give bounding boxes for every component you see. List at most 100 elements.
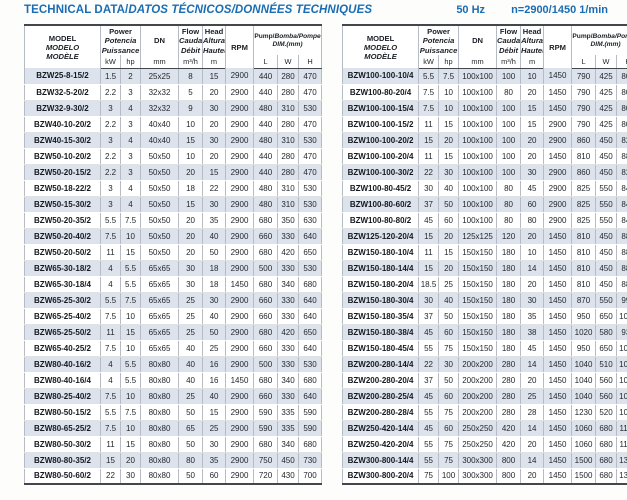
- value-cell: 20: [520, 276, 545, 293]
- table-row: BZW80-25-40/2 7.5 10 80x80 25 40 2900 660 330 640: [24, 388, 323, 405]
- value-cell: 590: [298, 404, 323, 421]
- value-cell: 2900: [225, 452, 255, 469]
- table-row: BZW80-50-15/2 5.5 7.5 80x80 50 15 2900 590 335 59…: [24, 404, 323, 421]
- value-cell: 40x40: [140, 116, 180, 133]
- value-cell: 18: [178, 180, 204, 197]
- value-cell: 2.2: [100, 148, 121, 165]
- col-header-flow: Flow Caudal Débit: [178, 25, 204, 55]
- value-cell: 550: [595, 292, 618, 309]
- value-cell: 50: [178, 436, 204, 453]
- value-cell: 420: [277, 324, 300, 341]
- value-cell: 530: [298, 100, 323, 117]
- value-cell: 825: [571, 212, 597, 229]
- model-cell: BZW150-180-45/4: [342, 340, 420, 357]
- value-cell: 2900: [225, 404, 255, 421]
- model-cell: BZW50-20-35/2: [24, 212, 101, 229]
- value-cell: 20: [438, 132, 460, 149]
- value-cell: 3: [119, 164, 142, 181]
- table-row: BZW50-10-20/2 2.2 3 50x50 10 20 2900 440 280 470: [24, 148, 323, 165]
- unit-h: H: [616, 55, 627, 69]
- value-cell: 440: [253, 116, 279, 133]
- value-cell: 100x100: [458, 148, 498, 165]
- value-cell: 14: [520, 452, 545, 469]
- unit-head: m: [202, 55, 227, 69]
- value-cell: 2900: [225, 420, 255, 437]
- value-cell: 32x32: [140, 100, 180, 117]
- value-cell: 5.5: [418, 68, 440, 85]
- value-cell: 50: [438, 308, 460, 325]
- value-cell: 640: [298, 308, 323, 325]
- model-cell: BZW80-50-60/2: [24, 468, 101, 485]
- table-row: BZW32-5-20/2 2.2 3 32x32 5 20 2900 440 280 470: [24, 84, 323, 101]
- value-cell: 150x150: [458, 276, 498, 293]
- value-cell: 65x65: [140, 324, 180, 341]
- table-row: BZW50-20-50/2 11 15 50x50 20 50 2900 680 420 650: [24, 244, 323, 261]
- value-cell: 50: [202, 324, 227, 341]
- value-cell: 80x80: [140, 436, 180, 453]
- value-cell: 1500: [571, 452, 597, 469]
- value-cell: 480: [253, 180, 279, 197]
- value-cell: 30: [202, 292, 227, 309]
- value-cell: 2.2: [100, 116, 121, 133]
- unit-flow: m³/h: [496, 55, 522, 69]
- value-cell: 80: [496, 84, 522, 101]
- value-cell: 1100: [616, 436, 627, 453]
- table-row: BZW100-100-20/4 11 15 100x100 100 20 1450 810 45…: [342, 148, 627, 165]
- value-cell: 25: [438, 276, 460, 293]
- value-cell: 180: [496, 260, 522, 277]
- value-cell: 2900: [225, 164, 255, 181]
- value-cell: 15: [119, 244, 142, 261]
- value-cell: 420: [277, 244, 300, 261]
- table-row: BZW80-40-16/4 4 5.5 80x80 40 16 1450 680 340 680: [24, 372, 323, 389]
- value-cell: 560: [595, 388, 618, 405]
- value-cell: 20: [520, 84, 545, 101]
- value-cell: 2900: [225, 388, 255, 405]
- model-cell: BZW65-40-25/2: [24, 340, 101, 357]
- value-cell: 50x50: [140, 244, 180, 261]
- model-cell: BZW200-280-25/4: [342, 388, 420, 405]
- value-cell: 680: [253, 436, 279, 453]
- model-cell: BZW250-420-20/4: [342, 436, 420, 453]
- value-cell: 470: [298, 164, 323, 181]
- table-row: BZW65-25-30/2 5.5 7.5 65x65 25 30 2900 660 330 64…: [24, 292, 323, 309]
- value-cell: 2900: [225, 340, 255, 357]
- value-cell: 640: [298, 388, 323, 405]
- value-cell: 45: [520, 340, 545, 357]
- value-cell: 11: [100, 324, 121, 341]
- table-row: BZW100-100-20/2 15 20 100x100 100 20 2900 860 45…: [342, 132, 627, 149]
- value-cell: 450: [277, 452, 300, 469]
- table-row: BZW300-800-14/4 55 75 300x300 800 14 1450 1500 6…: [342, 452, 627, 469]
- value-cell: 1450: [543, 404, 573, 421]
- model-cell: BZW100-80-45/2: [342, 180, 420, 197]
- value-cell: 180: [496, 324, 522, 341]
- model-cell: BZW150-180-35/4: [342, 308, 420, 325]
- value-cell: 1020: [616, 372, 627, 389]
- value-cell: 15: [202, 68, 227, 85]
- value-cell: 810: [571, 276, 597, 293]
- value-cell: 60: [438, 212, 460, 229]
- value-cell: 35: [202, 212, 227, 229]
- value-cell: 310: [277, 100, 300, 117]
- value-cell: 20: [520, 372, 545, 389]
- value-cell: 660: [253, 340, 279, 357]
- value-cell: 720: [253, 468, 279, 485]
- value-cell: 15: [520, 100, 545, 117]
- value-cell: 550: [595, 196, 618, 213]
- col-header-model: MODEL MODELO MODÈLE: [24, 25, 101, 68]
- model-cell: BZW80-50-30/2: [24, 436, 101, 453]
- value-cell: 150x150: [458, 244, 498, 261]
- value-cell: 20: [119, 452, 142, 469]
- value-cell: 2900: [225, 228, 255, 245]
- model-cell: BZW100-80-80/2: [342, 212, 420, 229]
- value-cell: 55: [418, 452, 440, 469]
- value-cell: 180: [496, 244, 522, 261]
- unit-hp: hp: [438, 55, 460, 69]
- value-cell: 280: [496, 388, 522, 405]
- value-cell: 20: [202, 116, 227, 133]
- value-cell: 30: [438, 356, 460, 373]
- value-cell: 9: [178, 100, 204, 117]
- value-cell: 37: [418, 308, 440, 325]
- value-cell: 18: [202, 276, 227, 293]
- model-cell: BZW200-280-14/4: [342, 356, 420, 373]
